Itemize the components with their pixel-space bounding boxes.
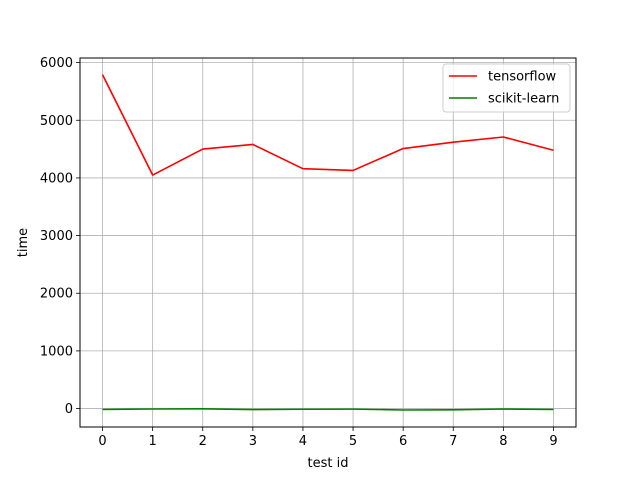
y-tick-label: 0 — [65, 402, 73, 417]
series-lines — [101, 74, 554, 411]
y-tick-label: 6000 — [40, 56, 73, 71]
legend-label: scikit-learn — [488, 92, 559, 107]
x-tick-label: 6 — [399, 434, 407, 449]
x-axis-ticks: 0 1 2 3 4 5 6 7 8 9 — [98, 427, 558, 449]
series-line-tensorflow — [101, 74, 554, 176]
y-tick-label: 5000 — [40, 114, 73, 129]
legend-label: tensorflow — [488, 70, 557, 85]
x-tick-label: 5 — [349, 434, 357, 449]
x-tick-label: 1 — [149, 434, 157, 449]
y-tick-label: 1000 — [40, 344, 73, 359]
y-axis-ticks: 0 1000 2000 3000 4000 5000 6000 — [40, 56, 80, 417]
x-tick-label: 7 — [449, 434, 457, 449]
series-line-scikit-learn — [102, 408, 554, 411]
y-tick-label: 2000 — [40, 287, 73, 302]
x-tick-label: 8 — [499, 434, 507, 449]
legend-items: tensorflow scikit-learn — [449, 70, 559, 107]
x-tick-label: 4 — [299, 434, 307, 449]
legend: tensorflow scikit-learn — [442, 63, 571, 113]
plot-frame — [79, 57, 577, 428]
y-axis-label: time — [16, 228, 31, 257]
y-tick-label: 4000 — [40, 171, 73, 186]
x-tick-label: 3 — [249, 434, 257, 449]
x-tick-label: 0 — [98, 434, 106, 449]
x-tick-label: 2 — [199, 434, 207, 449]
x-tick-label: 9 — [549, 434, 557, 449]
x-axis-label: test id — [308, 456, 349, 471]
y-tick-label: 3000 — [40, 229, 73, 244]
